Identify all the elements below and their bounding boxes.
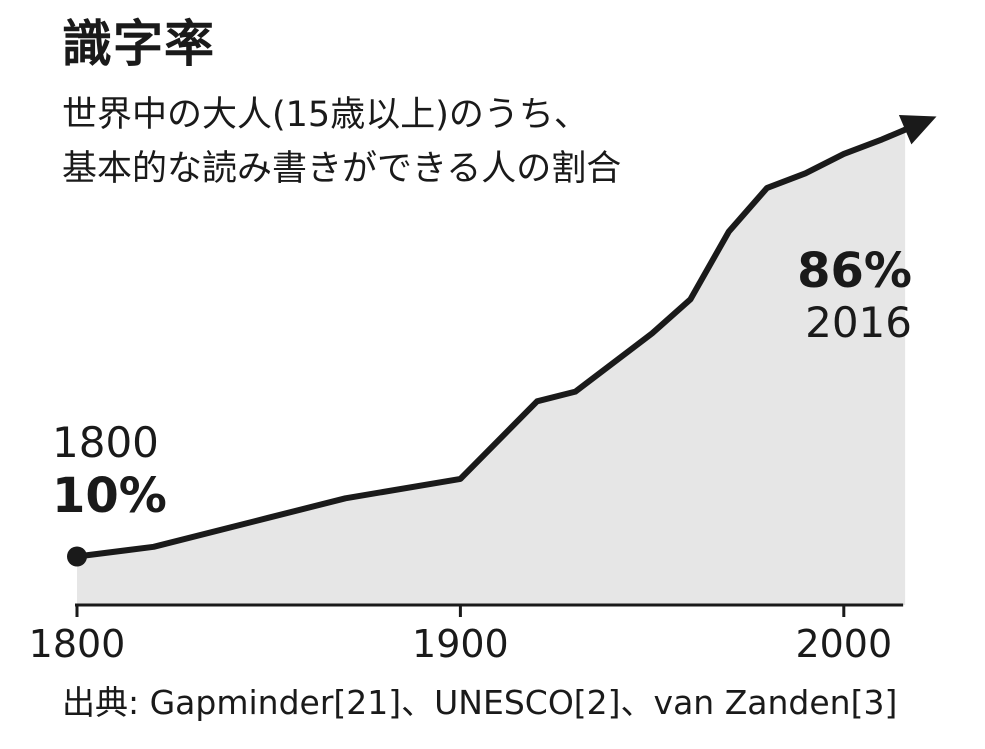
area-fill [77,129,906,605]
end-value-label: 86% [797,243,912,299]
chart-subtitle-line2: 基本的な読み書きができる人の割合 [62,149,622,189]
trend-arrowhead [898,115,937,145]
x-tick-label: 1900 [412,622,509,666]
start-year-label: 1800 [52,418,159,467]
x-tick-label: 2000 [795,622,892,666]
series-line [74,126,909,560]
start-value-label: 10% [52,468,167,524]
x-axis-ticks: 1800 1900 2000 [29,605,892,666]
chart-title: 識字率 [62,15,215,73]
chart-subtitle-line1: 世界中の大人(15歳以上)のうち、 [62,95,589,135]
x-tick-label: 1800 [29,622,126,666]
end-year-label: 2016 [805,298,912,347]
start-point-marker [67,546,87,567]
source-note: 出典: Gapminder[21]、UNESCO[2]、van Zanden[3… [62,683,898,722]
